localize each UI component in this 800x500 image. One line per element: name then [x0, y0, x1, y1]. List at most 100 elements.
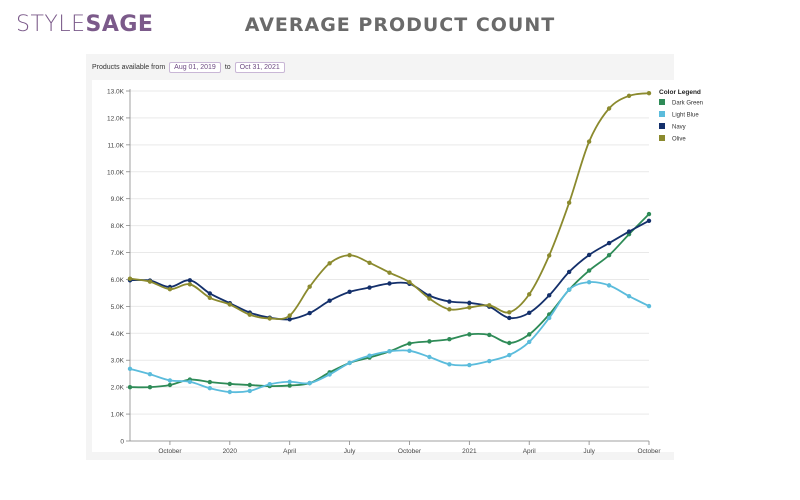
- data-point-olive: [527, 292, 532, 297]
- x-tick-label: 2021: [462, 448, 477, 455]
- data-point-navy: [347, 289, 352, 295]
- data-point-light-blue: [267, 381, 272, 387]
- data-point-dark-green: [127, 384, 133, 390]
- data-point-olive: [147, 279, 153, 284]
- x-tick-label: 2020: [223, 448, 238, 455]
- data-point-dark-green: [487, 332, 492, 338]
- data-point-dark-green: [586, 268, 592, 273]
- data-point-navy: [626, 229, 632, 234]
- x-tick-label: October: [637, 448, 661, 455]
- page-title: AVERAGE PRODUCT COUNT: [244, 14, 556, 36]
- legend: Color Legend Dark Green Light Blue Navy Oliv…: [659, 89, 703, 143]
- data-point-dark-green: [227, 381, 233, 387]
- data-point-dark-green: [287, 383, 292, 388]
- data-point-olive: [507, 310, 512, 315]
- data-point-navy: [566, 269, 572, 275]
- y-tick-label: 9.0K: [111, 196, 125, 203]
- y-tick-label: 12.0K: [107, 115, 125, 122]
- data-point-light-blue: [566, 287, 572, 292]
- data-point-navy: [207, 291, 213, 296]
- data-point-navy: [447, 299, 452, 304]
- data-point-navy: [507, 315, 512, 321]
- data-point-light-blue: [487, 358, 492, 364]
- y-tick-label: 0: [120, 439, 124, 446]
- y-tick-label: 7.0K: [111, 250, 125, 257]
- data-point-light-blue: [447, 362, 452, 367]
- legend-swatch-dark-green: [659, 99, 665, 105]
- data-point-light-blue: [227, 389, 233, 395]
- data-point-dark-green: [606, 253, 612, 258]
- x-tick-label: April: [523, 448, 537, 455]
- y-tick-label: 5.0K: [111, 304, 125, 311]
- data-point-dark-green: [407, 341, 412, 346]
- data-point-navy: [187, 278, 193, 283]
- series-olive: [127, 90, 652, 321]
- legend-swatch-navy: [659, 123, 665, 129]
- start-date-input[interactable]: Aug 01, 2019: [169, 61, 221, 73]
- data-point-light-blue: [646, 303, 652, 309]
- data-point-light-blue: [347, 360, 352, 366]
- data-point-light-blue: [546, 315, 552, 321]
- grid: [130, 90, 649, 442]
- data-point-olive: [447, 307, 452, 312]
- data-point-light-blue: [427, 354, 432, 360]
- y-tick-label: 8.0K: [111, 223, 125, 230]
- data-point-light-blue: [586, 279, 592, 285]
- date-separator: to: [224, 63, 231, 71]
- data-point-light-blue: [367, 353, 372, 358]
- x-tick-label: October: [158, 448, 182, 455]
- data-point-light-blue: [407, 348, 412, 354]
- legend-label-dark-green: Dark Green: [672, 101, 703, 107]
- end-date-input[interactable]: Oct 31, 2021: [234, 61, 285, 73]
- data-point-olive: [247, 312, 252, 317]
- data-point-dark-green: [167, 382, 173, 388]
- data-point-navy: [646, 218, 652, 223]
- data-point-dark-green: [467, 332, 472, 337]
- data-point-light-blue: [327, 372, 332, 377]
- data-point-olive: [367, 260, 372, 265]
- data-point-olive: [307, 284, 312, 289]
- x-tick-label: July: [344, 448, 356, 455]
- data-point-olive: [606, 106, 612, 111]
- y-tick-label: 10.0K: [107, 169, 125, 176]
- data-point-light-blue: [307, 380, 312, 386]
- logo-text-sage: SAGE: [85, 12, 154, 37]
- data-point-olive: [626, 93, 632, 99]
- stylesage-logo: STYLESAGE: [16, 12, 153, 37]
- data-point-light-blue: [167, 378, 173, 383]
- data-point-light-blue: [606, 283, 612, 288]
- legend-swatch-light-blue: [659, 111, 665, 117]
- data-point-light-blue: [247, 388, 252, 394]
- data-point-light-blue: [387, 349, 392, 354]
- data-point-navy: [327, 298, 332, 303]
- data-point-olive: [586, 139, 592, 144]
- data-point-olive: [207, 295, 213, 300]
- data-point-light-blue: [527, 339, 532, 345]
- x-tick-label: April: [283, 448, 297, 455]
- data-point-light-blue: [207, 386, 213, 391]
- series-group: [127, 90, 652, 395]
- data-point-navy: [527, 310, 532, 316]
- data-point-olive: [646, 90, 652, 96]
- data-point-light-blue: [467, 362, 472, 368]
- y-tick-label: 6.0K: [111, 277, 125, 284]
- data-point-dark-green: [207, 379, 213, 385]
- data-point-navy: [367, 285, 372, 290]
- data-point-light-blue: [187, 379, 193, 384]
- logo-text-style: STYLE: [16, 12, 86, 37]
- data-point-olive: [327, 261, 332, 266]
- data-point-navy: [467, 300, 472, 306]
- data-point-olive: [487, 303, 492, 308]
- data-point-olive: [347, 253, 352, 258]
- data-point-navy: [387, 281, 392, 286]
- plot-background: [92, 80, 712, 452]
- data-point-olive: [287, 313, 292, 318]
- data-point-olive: [566, 200, 572, 205]
- data-point-light-blue: [507, 352, 512, 358]
- data-point-dark-green: [527, 332, 532, 337]
- data-point-navy: [546, 293, 552, 298]
- data-point-dark-green: [147, 384, 153, 390]
- legend-swatch-olive: [659, 135, 665, 141]
- data-point-light-blue: [147, 372, 153, 377]
